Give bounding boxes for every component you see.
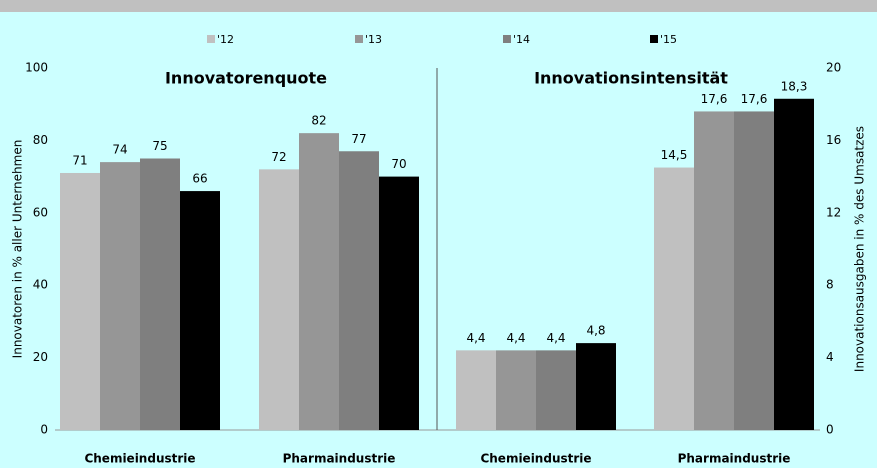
y2-tick-label: 8 [826,278,834,292]
data-label: 82 [311,114,326,128]
y2-axis-title: Innovationsausgaben in % des Umsatzes [853,126,867,372]
bar [496,350,536,430]
legend-label: '12 [217,33,234,46]
panel-title: Innovatorenquote [165,69,327,88]
legend-swatch [355,35,363,43]
x-tick-label: Pharmaindustrie [283,452,396,466]
top-band [0,0,877,12]
bar [456,350,496,430]
data-label: 17,6 [741,92,768,106]
bar [299,133,339,430]
legend-label: '13 [365,33,382,46]
legend-label: '14 [513,33,530,46]
y-tick-label: 0 [40,423,48,437]
y-tick-label: 100 [25,61,48,75]
bar [60,172,100,431]
bar [379,176,419,430]
legend-label: '15 [660,33,677,46]
data-label: 71 [72,153,87,167]
legend-swatch [503,35,511,43]
x-tick-label: Chemieindustrie [480,452,591,466]
data-label: 77 [351,132,366,146]
y-tick-label: 40 [33,278,48,292]
data-label: 14,5 [661,148,688,162]
bar [339,151,379,430]
legend-swatch [650,35,658,43]
bar [576,343,616,430]
bar [774,98,814,431]
panel-title: Innovationsintensität [534,69,728,88]
y-tick-label: 20 [33,350,48,364]
bar [654,167,694,431]
bar [694,111,734,430]
y-tick-label: 80 [33,133,48,147]
y-axis-title: Innovatoren in % aller Unternehmen [11,140,25,359]
data-label: 75 [152,139,167,153]
x-tick-label: Chemieindustrie [84,452,195,466]
bar [180,191,220,430]
y2-tick-label: 16 [826,133,841,147]
bar [140,158,180,430]
data-label: 4,4 [546,331,565,345]
data-label: 66 [192,172,207,186]
bar [536,350,576,430]
y2-tick-label: 4 [826,350,834,364]
y2-tick-label: 20 [826,61,841,75]
x-tick-label: Pharmaindustrie [678,452,791,466]
data-label: 4,4 [466,331,485,345]
bar [100,162,140,430]
data-label: 74 [112,143,127,157]
y-tick-label: 60 [33,205,48,219]
bar [259,169,299,431]
y2-tick-label: 0 [826,423,834,437]
bar [734,111,774,430]
data-label: 18,3 [781,79,808,93]
data-label: 72 [271,150,286,164]
data-label: 70 [391,157,406,171]
legend-swatch [207,35,215,43]
data-label: 4,4 [506,331,525,345]
data-label: 17,6 [701,92,728,106]
y2-tick-label: 12 [826,205,841,219]
data-label: 4,8 [586,324,605,338]
